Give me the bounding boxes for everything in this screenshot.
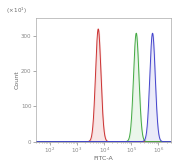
X-axis label: FITC-A: FITC-A	[94, 156, 113, 161]
Y-axis label: Count: Count	[15, 71, 20, 89]
Text: ($\times\,10^1$): ($\times\,10^1$)	[6, 6, 27, 16]
